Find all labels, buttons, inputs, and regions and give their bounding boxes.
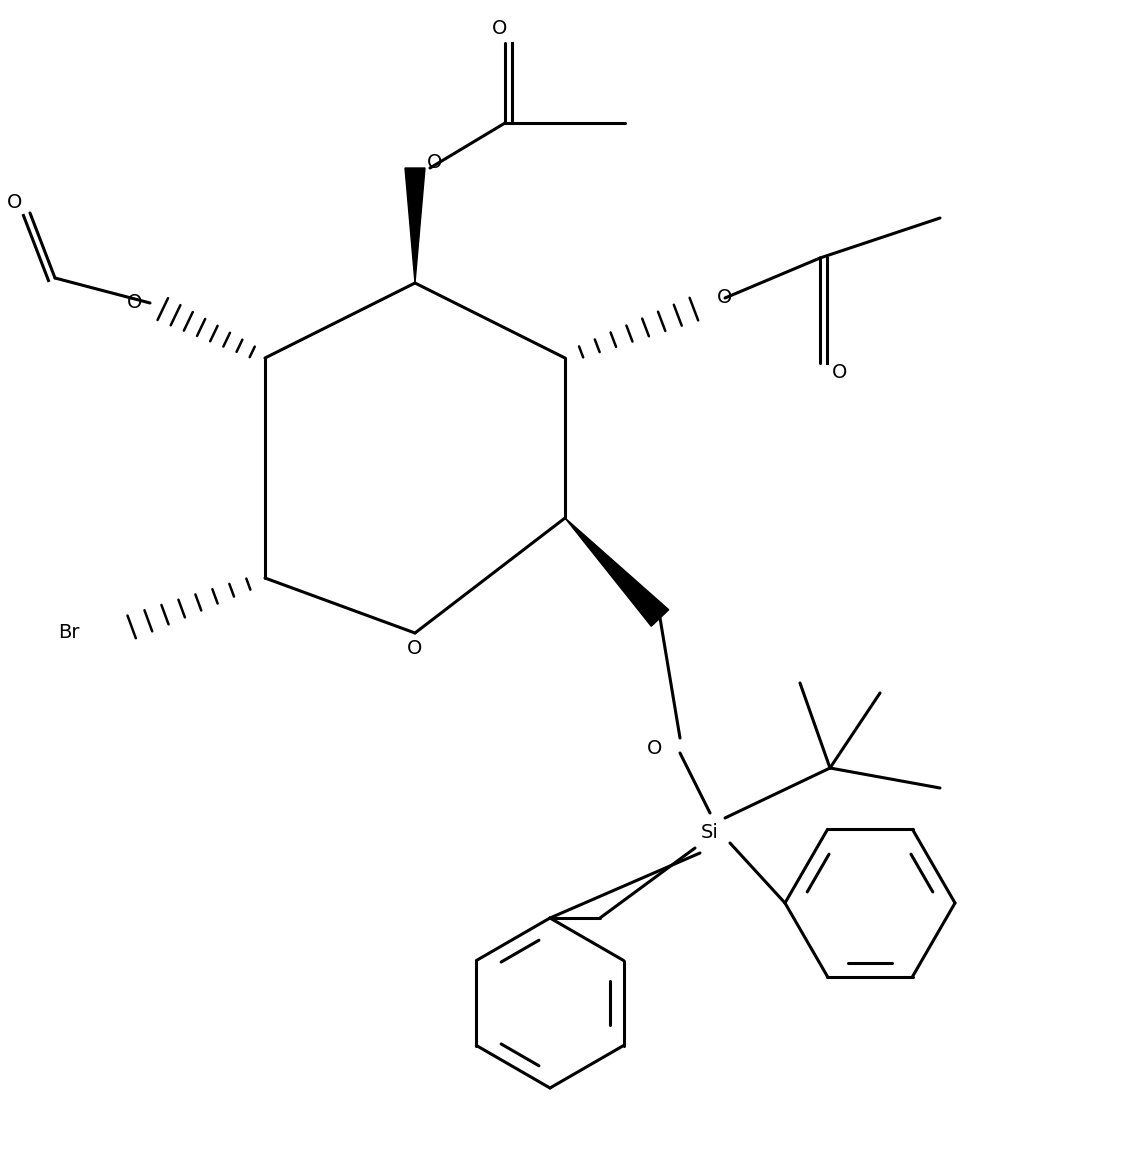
Text: Si: Si [701, 823, 719, 842]
Text: O: O [492, 19, 508, 37]
Text: Br: Br [59, 624, 81, 642]
Polygon shape [405, 168, 425, 283]
Polygon shape [565, 517, 669, 626]
Text: O: O [428, 153, 442, 173]
Text: O: O [7, 194, 23, 213]
Text: O: O [832, 363, 848, 382]
Text: O: O [127, 293, 143, 313]
Text: O: O [648, 738, 662, 758]
Text: O: O [407, 639, 423, 658]
Text: O: O [718, 288, 733, 307]
